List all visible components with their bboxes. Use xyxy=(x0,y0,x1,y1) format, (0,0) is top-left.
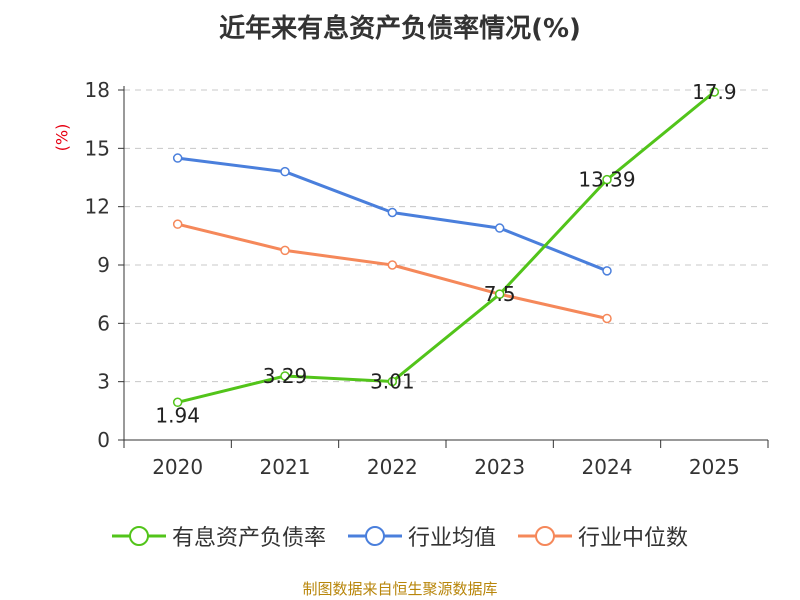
y-tick-label: 12 xyxy=(85,195,110,219)
y-tick-label: 6 xyxy=(97,311,110,335)
x-tick-label: 2022 xyxy=(367,455,418,479)
y-tick-label: 0 xyxy=(97,428,110,452)
series-lines xyxy=(177,90,716,404)
axes xyxy=(123,86,768,441)
data-point xyxy=(602,266,612,276)
data-point xyxy=(602,313,612,324)
x-tick-label: 2024 xyxy=(582,455,633,479)
legend: 有息资产负债率 行业均值 行业中位数 xyxy=(0,520,800,552)
data-label: 17.9 xyxy=(692,80,737,104)
series-line xyxy=(177,222,608,320)
series-line xyxy=(177,90,716,404)
data-point xyxy=(172,397,183,408)
x-tick-label: 2020 xyxy=(152,455,203,479)
legend-label: 行业均值 xyxy=(407,526,496,551)
y-tick-label: 18 xyxy=(85,78,110,102)
legend-item[interactable]: 行业均值 xyxy=(347,520,496,552)
axis-ticks: 0 3 6 9 12 15 18 2020 2021 2022 2023 2024 2025 xyxy=(85,78,769,479)
data-point xyxy=(387,207,398,218)
data-point xyxy=(280,371,290,381)
chart-title: 近年来有息资产负债率情况(%) xyxy=(219,14,581,44)
data-point xyxy=(494,223,505,233)
y-tick-label: 15 xyxy=(85,136,110,160)
legend-swatch-icon xyxy=(518,526,572,546)
data-point xyxy=(387,376,398,387)
y-tick-label: 9 xyxy=(97,253,110,277)
data-label: 3.29 xyxy=(263,364,308,388)
x-tick-label: 2021 xyxy=(260,455,311,479)
legend-item[interactable]: 有息资产负债率 xyxy=(111,520,326,552)
data-label: 1.94 xyxy=(155,403,200,427)
data-point xyxy=(387,260,398,270)
data-label: 7.5 xyxy=(484,282,516,306)
legend-label: 有息资产负债率 xyxy=(171,526,326,551)
x-tick-label: 2023 xyxy=(474,455,525,479)
y-tick-label: 3 xyxy=(97,370,110,394)
data-point xyxy=(172,219,183,229)
data-point xyxy=(280,245,290,256)
source-note: 制图数据来自恒生聚源数据库 xyxy=(302,580,498,598)
data-label: 3.01 xyxy=(370,369,415,393)
data-label: 13.39 xyxy=(578,168,635,192)
data-point xyxy=(494,289,505,299)
x-tick-label: 2025 xyxy=(689,455,740,479)
data-point xyxy=(172,153,183,163)
data-point xyxy=(602,174,612,185)
legend-item[interactable]: 行业中位数 xyxy=(518,520,688,552)
legend-swatch-icon xyxy=(347,526,402,546)
data-point xyxy=(280,166,290,177)
legend-swatch-icon xyxy=(111,526,166,546)
series-points xyxy=(172,87,720,408)
data-labels: 1.94 3.29 3.01 7.5 13.39 17.9 xyxy=(155,80,736,427)
grid-lines xyxy=(124,89,768,383)
data-point xyxy=(709,87,720,97)
legend-label: 行业中位数 xyxy=(578,526,689,551)
